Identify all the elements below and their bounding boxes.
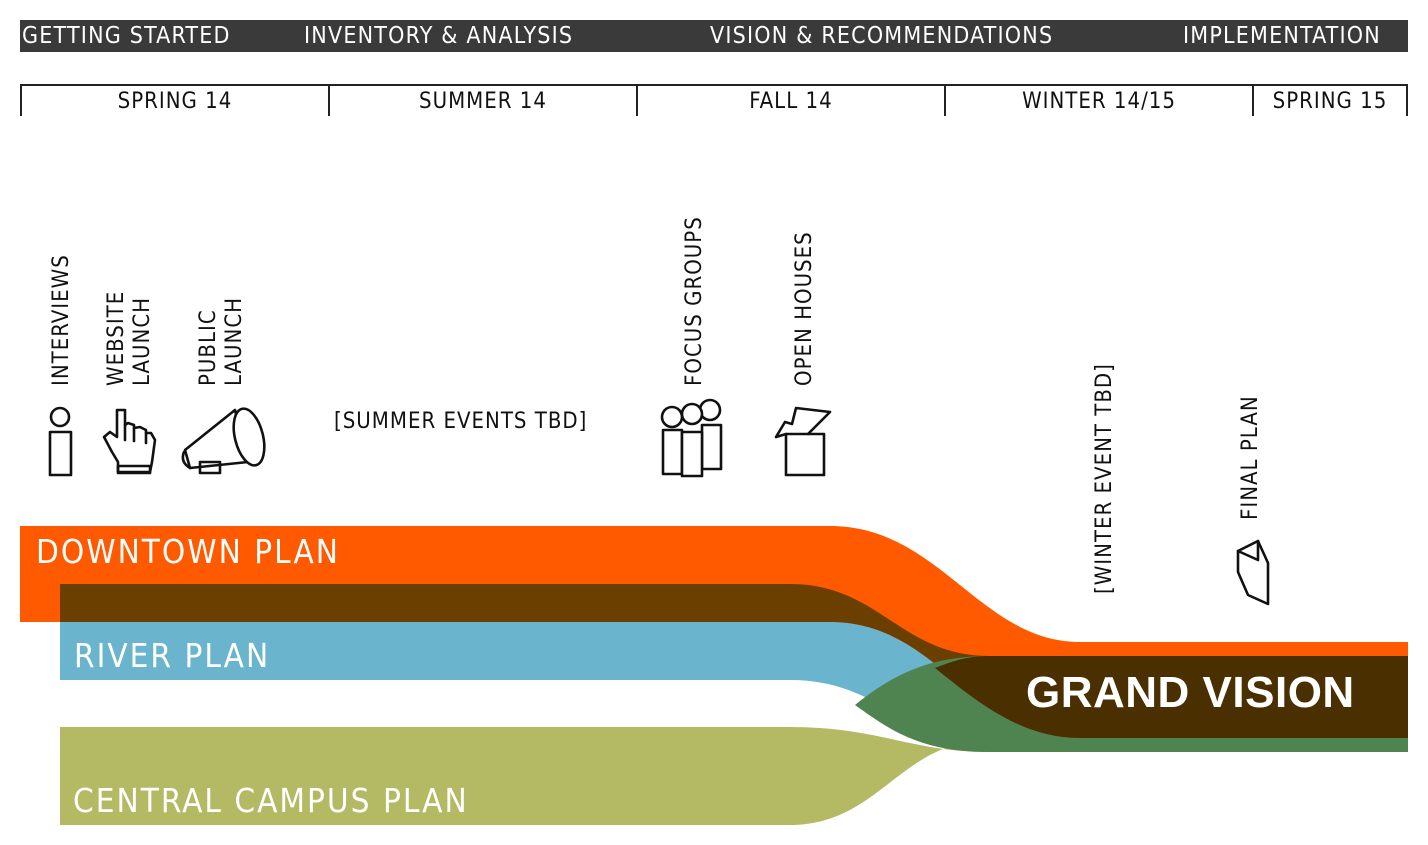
event-website-launch-line1: WEBSITE <box>104 290 129 386</box>
open-box-icon <box>774 406 832 477</box>
season-spring-14: SPRING 14 <box>117 89 233 114</box>
phase-inventory-analysis: INVENTORY & ANALYSIS <box>304 23 574 49</box>
event-winter-tbd: [WINTER EVENT TBD] <box>1092 363 1117 594</box>
season-winter-14-15: WINTER 14/15 <box>1022 89 1176 114</box>
phase-bar: GETTING STARTED INVENTORY & ANALYSIS VIS… <box>20 20 1408 52</box>
document-icon <box>1236 539 1270 606</box>
pointer-hand-icon <box>102 408 157 475</box>
season-divider <box>1252 84 1254 116</box>
downtown-plan-label: DOWNTOWN PLAN <box>36 532 340 571</box>
group-icon <box>660 398 723 478</box>
person-icon <box>48 406 73 477</box>
river-plan-label: RIVER PLAN <box>74 636 271 675</box>
event-public-launch-line2: LAUNCH <box>222 296 247 386</box>
grand-vision-label: GRAND VISION <box>1026 668 1355 717</box>
central-campus-plan-label: CENTRAL CAMPUS PLAN <box>73 781 469 820</box>
event-summer-tbd: [SUMMER EVENTS TBD] <box>334 409 588 434</box>
event-website-launch-line2: LAUNCH <box>130 296 155 386</box>
season-timeline-line <box>20 84 1408 86</box>
event-focus-groups: FOCUS GROUPS <box>682 216 707 386</box>
phase-implementation: IMPLEMENTATION <box>1183 23 1381 49</box>
phase-vision-recommendations: VISION & RECOMMENDATIONS <box>710 23 1054 49</box>
phase-getting-started: GETTING STARTED <box>22 23 231 49</box>
season-divider <box>636 84 638 116</box>
season-spring-15: SPRING 15 <box>1272 89 1388 114</box>
event-final-plan: FINAL PLAN <box>1238 395 1263 520</box>
event-open-houses: OPEN HOUSES <box>792 231 817 386</box>
season-divider <box>944 84 946 116</box>
season-summer-14: SUMMER 14 <box>419 89 547 114</box>
season-fall-14: FALL 14 <box>749 89 833 114</box>
megaphone-icon <box>181 407 266 475</box>
event-interviews: INTERVIEWS <box>49 254 74 386</box>
event-website-launch: WEBSITE LAUNCH <box>104 258 156 386</box>
season-divider <box>20 84 22 116</box>
season-divider <box>328 84 330 116</box>
event-public-launch: PUBLIC LAUNCH <box>196 270 248 386</box>
season-divider <box>1406 84 1408 116</box>
event-public-launch-line1: PUBLIC <box>196 309 221 386</box>
